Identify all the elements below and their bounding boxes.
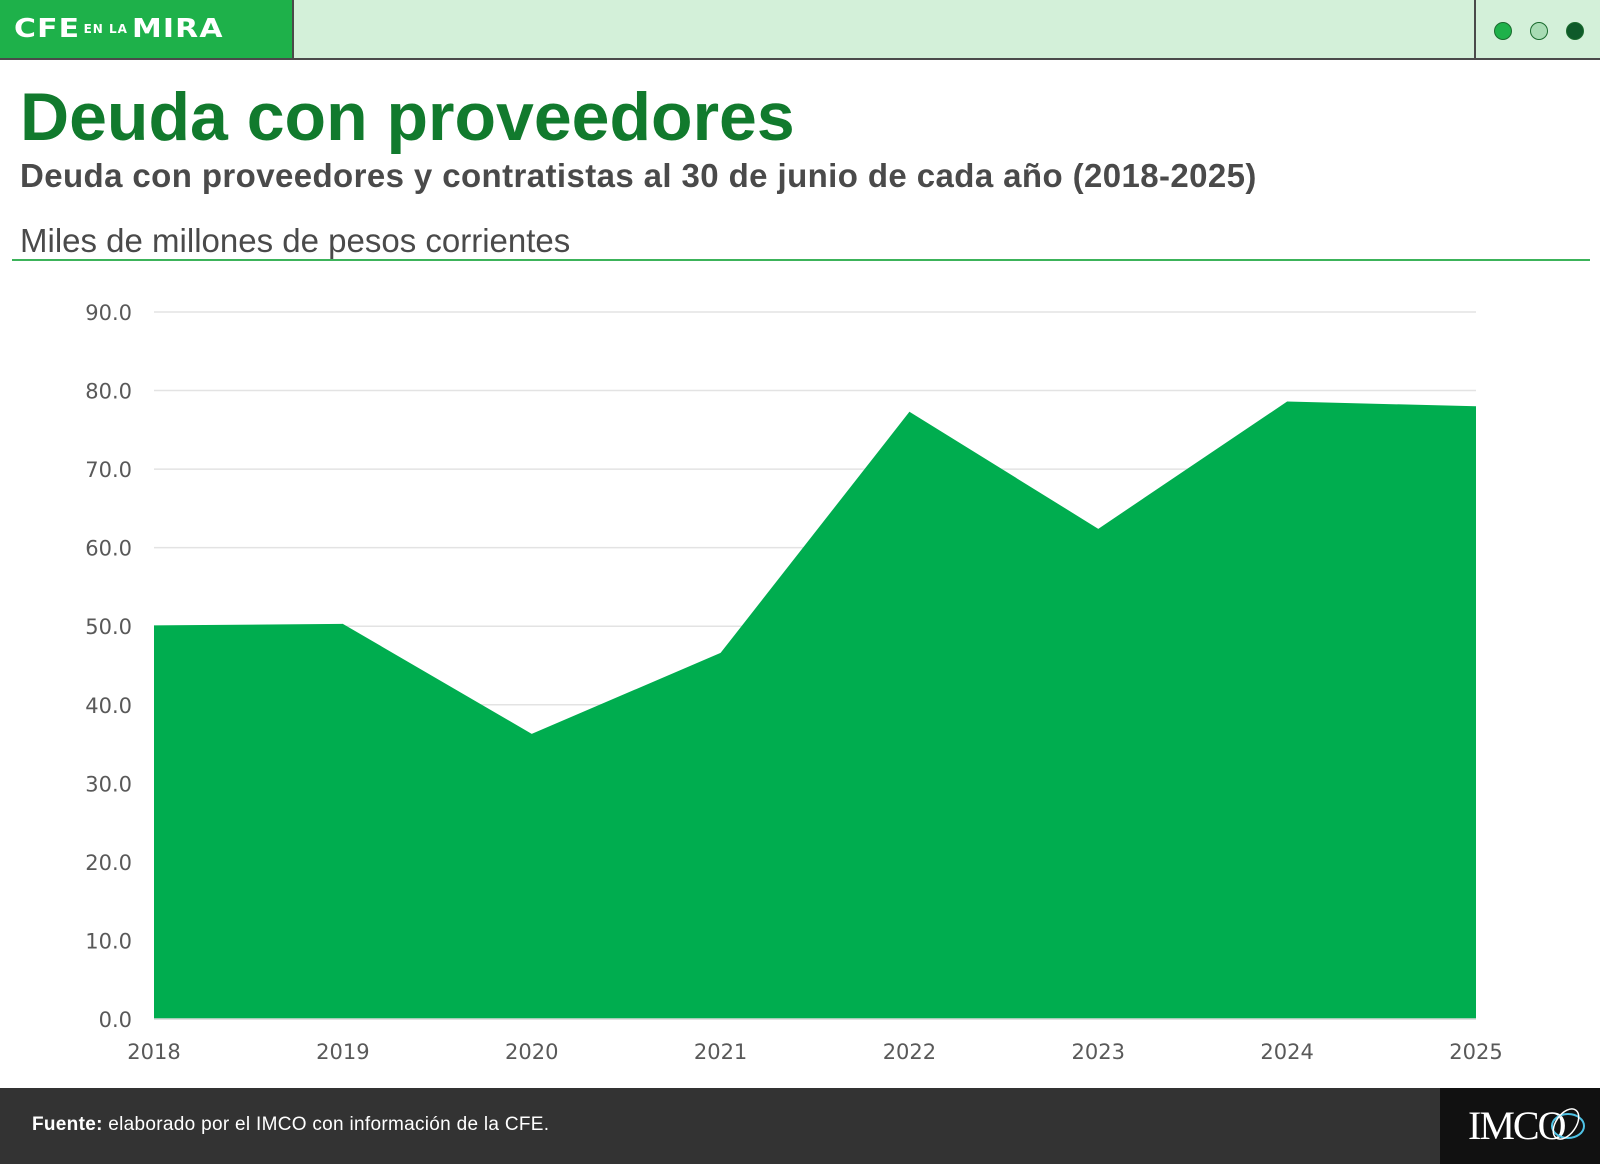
y-axis: 0.0 10.0 20.0 30.0 40.0 50.0 60.0 70.0 80.0 90.0 [85,301,132,1032]
filled-dot-icon [1494,22,1512,40]
x-tick-label: 2024 [1260,1040,1313,1064]
x-tick-label: 2023 [1072,1040,1125,1064]
x-tick-label: 2018 [127,1040,180,1064]
source-text: elaborado por el IMCO con información de… [102,1114,550,1135]
brand-small: EN LA [83,22,128,36]
x-axis: 2018 2019 2020 2021 2022 2023 2024 2025 [127,1018,1503,1064]
units-label: Miles de millones de pesos corrientes [20,222,571,259]
y-tick-label: 60.0 [85,537,132,561]
area-series-0 [154,401,1476,1019]
brand-main: CFE [14,14,81,44]
brand-logo: CFE EN LA MIRA [0,0,294,58]
source-note: Fuente: elaborado por el IMCO con inform… [32,1114,549,1136]
logo-swirl-icon [1551,1108,1585,1140]
y-tick-label: 50.0 [85,615,132,639]
x-tick-label: 2020 [505,1040,558,1064]
logo-text: IMCO [1468,1103,1566,1148]
page-subtitle: Deuda con proveedores y contratistas al … [20,157,1257,194]
y-tick-label: 90.0 [85,301,132,325]
y-tick-label: 40.0 [85,694,132,718]
light-dot-icon [1530,22,1548,40]
brand-end: MIRA [131,14,224,44]
y-tick-label: 20.0 [85,851,132,875]
y-tick-label: 0.0 [99,1008,132,1032]
x-tick-label: 2019 [316,1040,369,1064]
imco-logo: IMCO [1440,1088,1600,1164]
x-tick-label: 2021 [694,1040,747,1064]
x-tick-label: 2022 [883,1040,936,1064]
area-chart: 0.010.020.030.040.050.060.070.080.090.0 … [85,301,1503,1064]
units-divider [12,259,1590,261]
y-tick-label: 70.0 [85,458,132,482]
y-tick-label: 80.0 [85,380,132,404]
header-bar: CFE EN LA MIRA [0,0,1600,60]
chart-area-layer [153,401,1477,1019]
page-title: Deuda con proveedores [20,79,795,155]
source-label: Fuente: [32,1114,103,1135]
footer-bar: Fuente: elaborado por el IMCO con inform… [0,1088,1600,1164]
dark-dot-icon [1566,22,1584,40]
x-tick-label: 2025 [1449,1040,1502,1064]
y-tick-label: 30.0 [85,772,132,796]
y-tick-label: 10.0 [85,929,132,953]
dots-indicator [1474,0,1600,58]
